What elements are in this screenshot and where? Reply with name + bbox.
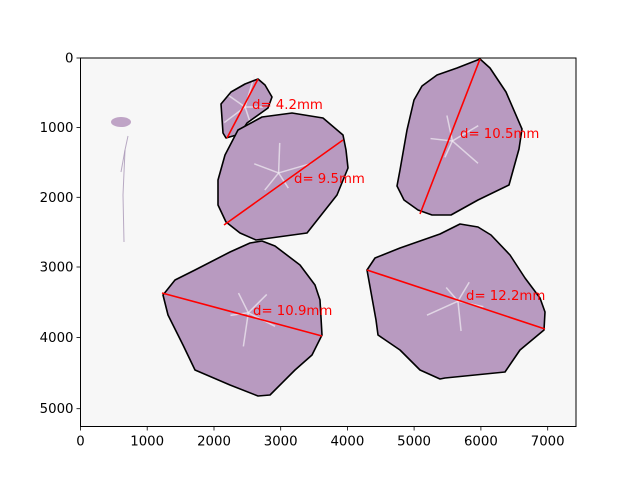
- diameter-label: d= 12.2mm: [466, 289, 545, 304]
- tissue-texture: [446, 115, 454, 142]
- y-tick-label: 4000: [40, 331, 74, 346]
- x-tick-label: 7000: [531, 435, 565, 450]
- x-tick-label: 0: [76, 435, 84, 450]
- convex-hull-outline: [217, 112, 349, 241]
- diameter-label: d= 10.9mm: [253, 304, 332, 319]
- convex-hull-outline: [220, 78, 273, 139]
- tissue-texture: [451, 140, 479, 164]
- diameter-line: [419, 58, 481, 215]
- tissue-texture: [444, 140, 454, 158]
- tissue-texture: [264, 172, 280, 191]
- axes-frame: [80, 57, 577, 427]
- tissue-region: d= 4.2mm: [220, 74, 323, 139]
- diameter-label: d= 4.2mm: [252, 98, 323, 113]
- thread-artifact: [122, 149, 126, 243]
- diameter-label: d= 9.5mm: [294, 172, 365, 187]
- diameter-line: [226, 78, 259, 139]
- tissue-section: [218, 113, 348, 240]
- y-tick-label: 1000: [40, 121, 74, 136]
- tissue-region: d= 10.5mm: [396, 58, 539, 216]
- x-tick-label: 5000: [397, 435, 431, 450]
- tissue-texture: [253, 163, 279, 174]
- y-tick-label: 0: [65, 52, 73, 67]
- convex-hull-outline: [366, 223, 546, 380]
- y-axis: 0 1000 2000 3000 4000 5000: [40, 52, 81, 417]
- x-axis: 0 1000 2000 3000 4000 5000 6000 7000: [76, 426, 565, 450]
- tissue-texture: [220, 89, 246, 108]
- x-tick-label: 1000: [130, 435, 164, 450]
- tissue-texture: [247, 293, 268, 314]
- tissue-texture: [277, 172, 289, 189]
- x-tick-label: 4000: [330, 435, 364, 450]
- y-tick-label: 5000: [40, 402, 74, 417]
- tissue-fragment: [111, 117, 131, 127]
- tissue-texture: [452, 125, 479, 142]
- convex-hull-outline: [162, 240, 323, 397]
- tissue-texture: [277, 142, 281, 173]
- diameter-label: d= 10.5mm: [460, 127, 539, 142]
- tissue-texture: [278, 162, 312, 174]
- tissue-section: [163, 241, 322, 396]
- diameter-line: [161, 292, 323, 337]
- x-tick-label: 2000: [197, 435, 231, 450]
- tissue-region: d= 12.2mm: [366, 223, 546, 380]
- tissue-texture: [237, 292, 249, 314]
- y-tick-label: 3000: [40, 261, 74, 276]
- tissue-section: [221, 79, 272, 138]
- tissue-texture: [457, 301, 462, 332]
- tissue-regions: d= 4.2mm d= 9.5mm d= 10.5mm d= 10.9mm d= 12.…: [161, 58, 546, 397]
- x-tick-label: 3000: [264, 435, 298, 450]
- tissue-region: d= 10.9mm: [161, 240, 332, 397]
- x-tick-label: 6000: [464, 435, 498, 450]
- diameter-line: [366, 269, 546, 330]
- diameter-line: [223, 139, 344, 226]
- y-tick-label: 2000: [40, 191, 74, 206]
- slide-artifacts: [111, 117, 131, 243]
- tissue-texture: [242, 312, 250, 347]
- tissue-texture: [426, 300, 459, 316]
- convex-hull-outline: [396, 58, 523, 216]
- tissue-region: d= 9.5mm: [217, 112, 365, 241]
- tissue-texture: [457, 281, 470, 302]
